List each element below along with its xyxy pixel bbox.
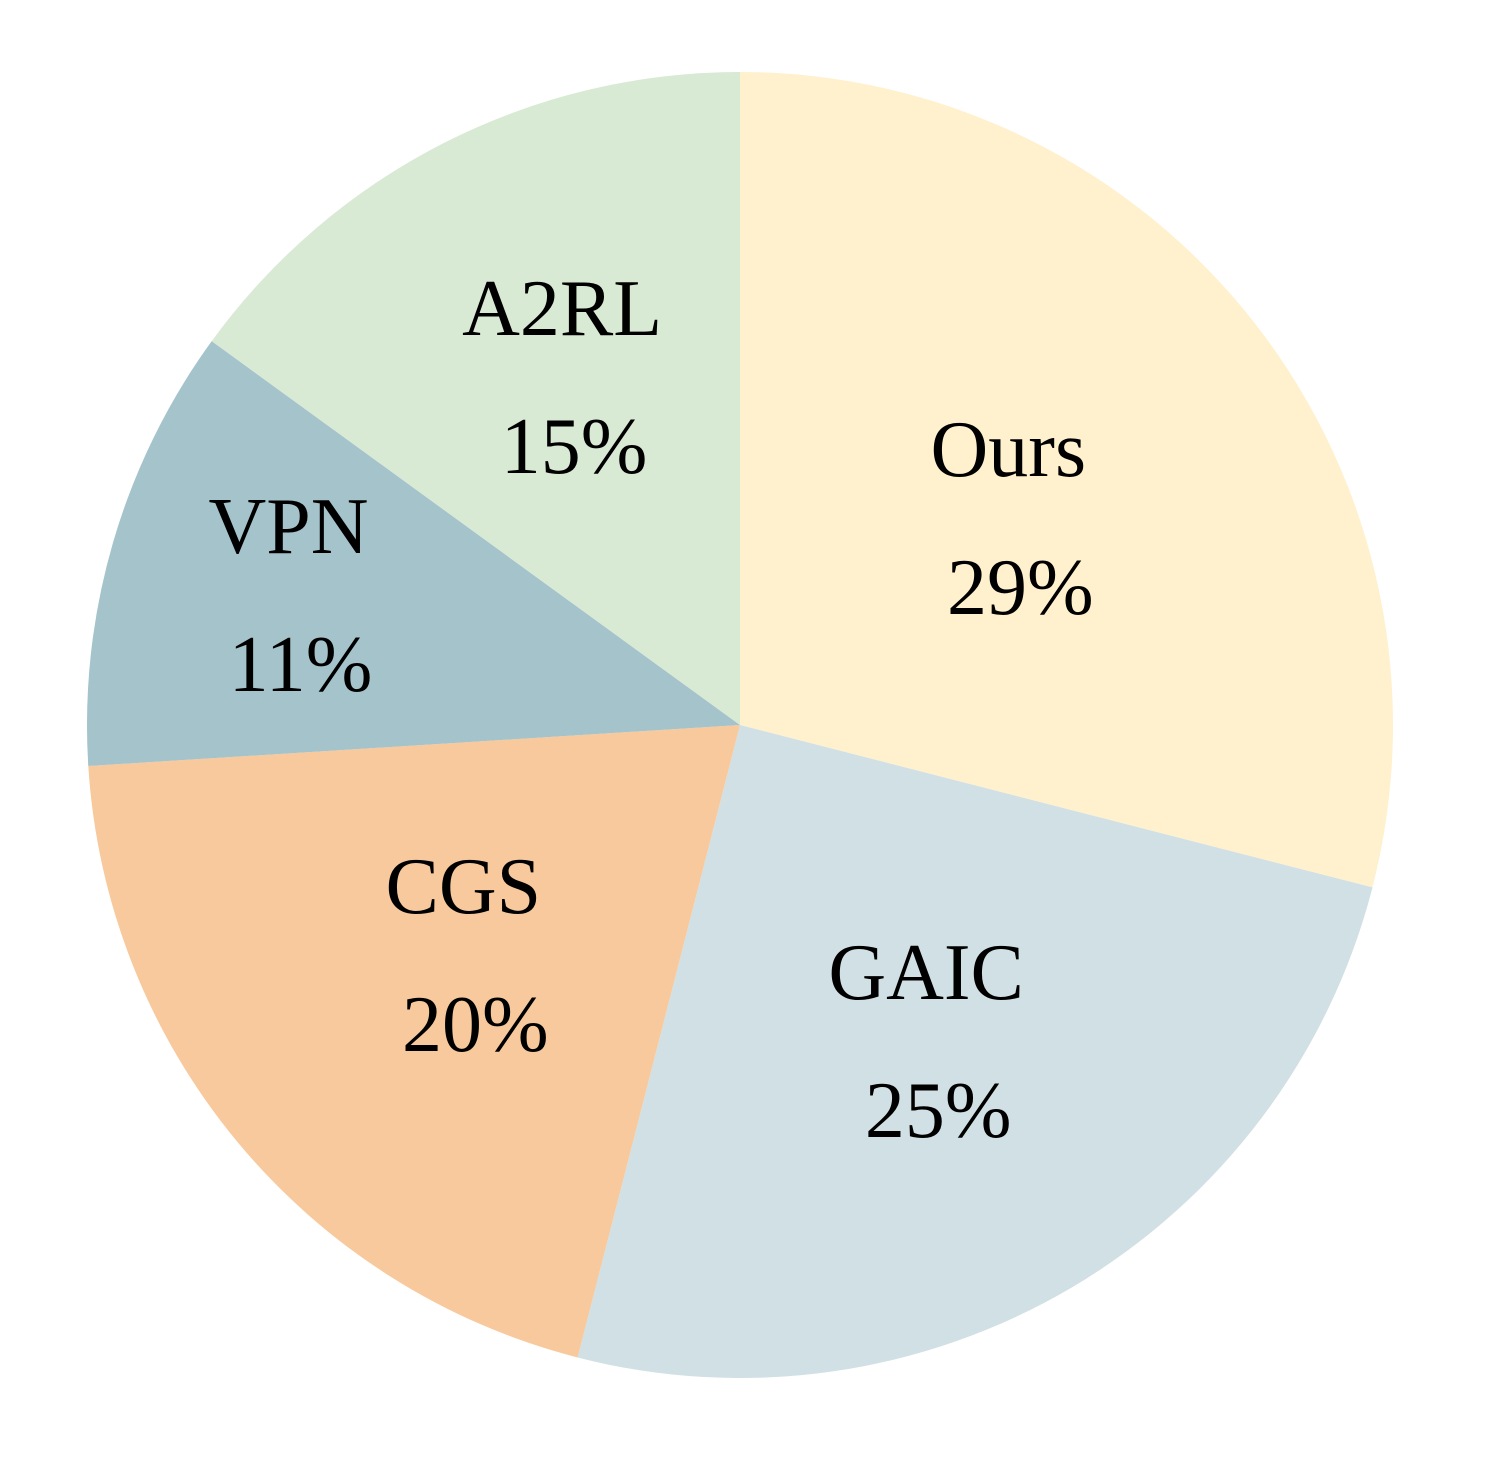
pie-slice-ours: [740, 72, 1394, 888]
slice-label-vpn: VPN: [208, 483, 368, 571]
pie-slice-vpn: [87, 341, 741, 767]
slice-value-label-a2rl: 15%: [501, 403, 648, 491]
pie-slice-gaic: [577, 725, 1373, 1378]
slice-value-label-ours: 29%: [947, 544, 1094, 632]
slices-layer: [87, 71, 1394, 1378]
slice-label-cgs: CGS: [385, 843, 541, 931]
slice-label-a2rl: A2RL: [462, 265, 662, 353]
slice-label-ours: Ours: [931, 406, 1087, 494]
slice-value-label-gaic: 25%: [865, 1067, 1012, 1155]
labels-layer: Ours 29% GAIC 25% CGS 20% VPN 11% A2RL 15%: [208, 265, 1093, 1155]
slice-value-label-vpn: 11%: [229, 621, 373, 709]
pie-slice-cgs: [88, 725, 740, 1358]
slice-label-gaic: GAIC: [828, 929, 1024, 1017]
slice-value-label-cgs: 20%: [402, 981, 549, 1069]
pie-slice-a2rl: [211, 71, 740, 725]
